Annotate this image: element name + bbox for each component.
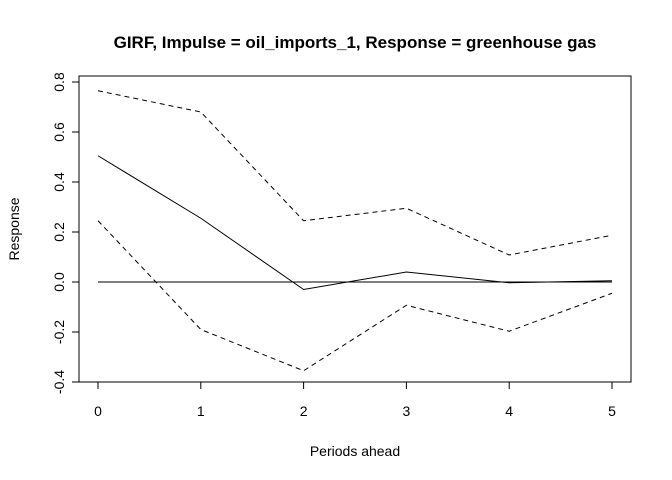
y-tick-label: 0.6 (51, 122, 67, 142)
y-axis: -0.4 -0.2 0.0 0.2 0.4 0.6 0.8 (51, 72, 80, 394)
x-tick-label: 2 (300, 403, 308, 419)
response-line (97, 155, 613, 291)
plot-box (78, 75, 632, 383)
x-tick-label: 4 (505, 403, 513, 419)
x-tick-label: 5 (608, 403, 616, 419)
x-tick-label: 0 (94, 403, 102, 419)
plot-lines (97, 90, 613, 372)
chart-title: GIRF, Impulse = oil_imports_1, Response … (114, 33, 597, 52)
lower-band-line (97, 220, 613, 372)
y-tick-label: 0.8 (51, 72, 67, 92)
y-axis-label: Response (6, 197, 22, 260)
y-tick-label: 0.0 (51, 272, 67, 292)
x-axis-label: Periods ahead (310, 443, 400, 459)
x-tick-label: 1 (197, 403, 205, 419)
y-tick-label: 0.2 (51, 222, 67, 242)
y-tick-label: -0.2 (51, 320, 67, 344)
y-tick-label: -0.4 (51, 370, 67, 394)
x-axis: 0 1 2 3 4 5 (94, 381, 616, 419)
x-tick-label: 3 (403, 403, 411, 419)
y-tick-label: 0.4 (51, 172, 67, 192)
upper-band-line (97, 90, 613, 256)
